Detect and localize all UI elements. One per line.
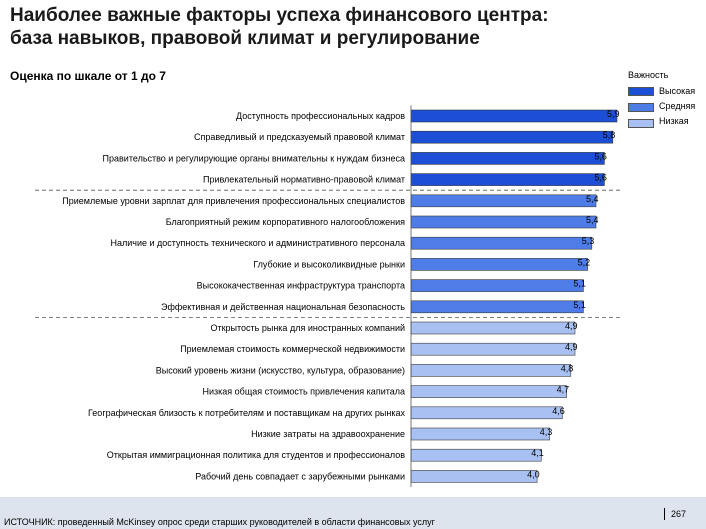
bar: [410, 406, 563, 420]
category-label: Открытая иммиграционная политика для сту…: [107, 450, 405, 460]
category-label: Приемлемые уровни зарплат для привлечени…: [62, 196, 405, 206]
legend-swatch-high: [628, 87, 654, 96]
category-label: Благоприятный режим корпоративного налог…: [166, 217, 405, 227]
value-label: 5,3: [582, 236, 595, 246]
value-label: 5,6: [594, 151, 607, 161]
bar: [410, 342, 576, 356]
category-label: Привлекательный нормативно-правовой клим…: [203, 175, 405, 185]
value-label: 5,4: [586, 194, 599, 204]
value-label: 5,6: [594, 173, 607, 183]
value-label: 4,7: [557, 385, 570, 395]
chart-title-line-2: база навыков, правовой климат и регулиро…: [10, 28, 480, 49]
category-label: Глубокие и высоколиквидные рынки: [253, 259, 405, 269]
value-label: 5,2: [578, 257, 591, 267]
chart-title-line-1: Наиболее важные факторы успеха финансово…: [10, 5, 549, 26]
value-label: 4,0: [527, 469, 540, 479]
legend-label-medium: Средняя: [659, 101, 696, 111]
bar: [410, 321, 576, 335]
bar: [410, 448, 542, 462]
value-label: 4,3: [540, 427, 553, 437]
category-label: Высокий уровень жизни (искусство, культу…: [156, 365, 405, 375]
bar: [410, 152, 605, 165]
bar: [410, 130, 614, 144]
category-label: Справедливый и предсказуемый правовой кл…: [194, 132, 405, 142]
legend-label-high: Высокая: [659, 86, 696, 96]
bar: [410, 194, 597, 208]
category-label: Низкие затраты на здравоохранение: [251, 429, 405, 439]
legend-swatch-low: [628, 119, 654, 128]
bar: [410, 300, 584, 314]
value-label: 5,1: [573, 279, 586, 289]
category-label: Эффективная и действенная национальная б…: [161, 302, 405, 312]
bar: [410, 258, 588, 271]
bar: [410, 470, 538, 483]
bar: [410, 364, 572, 377]
bar: [410, 215, 597, 229]
footer-bar: [0, 497, 706, 529]
page-number: 267: [664, 508, 686, 520]
value-label: 4,9: [565, 321, 578, 331]
value-label: 5,1: [573, 300, 586, 310]
source-note: ИСТОЧНИК: проведенный McKinsey опрос сре…: [4, 517, 435, 527]
bar: [410, 109, 618, 123]
value-label: 4,1: [531, 448, 544, 458]
category-label: Доступность профессиональных кадров: [236, 111, 405, 121]
value-label: 4,8: [561, 363, 574, 373]
value-label: 5,9: [607, 109, 620, 119]
chart-subtitle: Оценка по шкале от 1 до 7: [10, 69, 166, 83]
bar: [410, 385, 567, 398]
bar: [410, 236, 593, 250]
category-label: Правительство и регулирующие органы вним…: [103, 153, 405, 163]
legend-title: Важность: [628, 70, 669, 80]
value-label: 5,4: [586, 215, 599, 225]
category-label: Географическая близость к потребителям и…: [88, 408, 405, 418]
legend-swatch-medium: [628, 103, 654, 112]
legend-label-low: Низкая: [659, 116, 689, 126]
bar: [410, 173, 605, 186]
category-label: Высококачественная инфраструктура трансп…: [197, 281, 405, 291]
category-label: Наличие и доступность технического и адм…: [111, 238, 405, 248]
bar: [410, 279, 584, 292]
category-label: Рабочий день совпадает с зарубежными рын…: [195, 471, 405, 481]
value-label: 5,8: [603, 130, 616, 140]
category-label: Низкая общая стоимость привлечения капит…: [203, 387, 406, 397]
value-label: 4,9: [565, 342, 578, 352]
value-label: 4,6: [552, 406, 565, 416]
category-label: Открытость рынка для иностранных компани…: [210, 323, 405, 333]
category-label: Приемлемая стоимость коммерческой недвиж…: [180, 344, 405, 354]
chart-title: Наиболее важные факторы успеха финансово…: [10, 4, 610, 50]
bar: [410, 427, 550, 441]
